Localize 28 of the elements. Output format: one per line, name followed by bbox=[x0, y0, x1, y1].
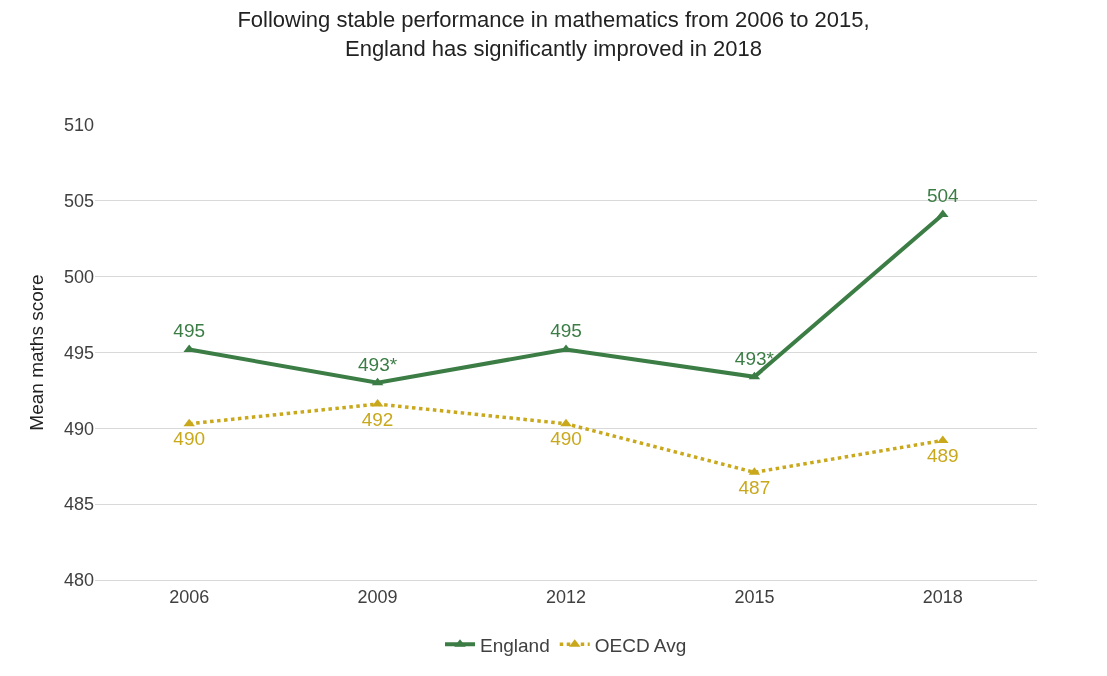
data-label: 490 bbox=[173, 428, 206, 450]
legend-label: England bbox=[480, 634, 550, 656]
x-tick-label: 2018 bbox=[922, 586, 963, 607]
data-label: 493* bbox=[358, 353, 398, 375]
y-tick-label: 495 bbox=[63, 342, 94, 363]
y-tick-label: 480 bbox=[63, 570, 94, 591]
data-label: 489 bbox=[926, 444, 959, 466]
data-label: 492 bbox=[361, 408, 394, 430]
point bbox=[560, 418, 572, 427]
x-tick-label: 2012 bbox=[545, 586, 587, 607]
data-label: 504 bbox=[926, 185, 960, 207]
data-label: 490 bbox=[550, 428, 582, 450]
x-tick-label: 2015 bbox=[734, 586, 775, 607]
y-tick-label: 510 bbox=[63, 115, 94, 136]
y-tick-label: 490 bbox=[63, 418, 94, 439]
point bbox=[183, 418, 195, 427]
data-label: 495 bbox=[550, 320, 582, 342]
x-tick-label: 2009 bbox=[357, 586, 398, 607]
y-tick-label: 500 bbox=[63, 266, 94, 287]
data-label: 493* bbox=[734, 347, 775, 369]
data-label: 495 bbox=[173, 320, 206, 342]
chart-title: Following stable performance in mathematics from 2006 to 2015, England has significantly improved in 2018 bbox=[237, 7, 870, 61]
x-tick-label: 2006 bbox=[169, 586, 210, 607]
y-tick-label: 485 bbox=[63, 494, 94, 515]
y-tick-label: 505 bbox=[63, 191, 94, 212]
y-axis-title: Mean maths score bbox=[25, 274, 47, 431]
data-label: 487 bbox=[738, 476, 771, 498]
legend-label: OECD Avg bbox=[594, 634, 687, 656]
